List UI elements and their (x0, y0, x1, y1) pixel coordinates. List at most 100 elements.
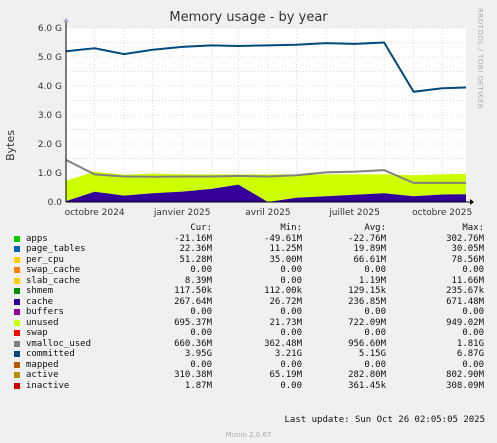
legend-min: 0.00 (280, 265, 302, 275)
legend-row-unused: unused 695.37M 21.73M 722.09M 949.02M (14, 318, 494, 329)
legend-cur: 51.28M (179, 254, 212, 265)
legend-min: 3.21G (274, 349, 302, 359)
legend-max: 6.87G (456, 349, 484, 359)
x-tick-label: janvier 2025 (153, 208, 211, 218)
x-tick-label: octobre 2025 (412, 208, 472, 218)
legend-name: page_tables (26, 244, 86, 254)
area-cache (66, 184, 466, 202)
legend-row-page-tables: page_tables 22.36M 11.25M 19.89M 30.05M (14, 244, 494, 255)
legend-row-shmem: shmem 117.50k 112.00k 129.15k 235.67k (14, 286, 494, 297)
legend-avg: 19.89M (353, 244, 386, 254)
legend-name: slab_cache (26, 275, 81, 286)
legend-row-vmalloc-used: vmalloc_used 660.36M 362.48M 956.60M 1.81G (14, 339, 494, 350)
legend-cur: 267.64M (174, 296, 212, 307)
legend-name: swap_cache (26, 265, 81, 275)
legend-name: committed (26, 349, 75, 359)
legend-cur: 310.38M (174, 370, 212, 380)
legend-name: unused (26, 317, 59, 328)
legend-row-buffers: buffers 0.00 0.00 0.00 0.00 (14, 307, 494, 318)
legend-avg: -22.76M (348, 233, 386, 244)
legend-row-per-cpu: per_cpu 51.28M 35.00M 66.61M 78.56M (14, 255, 494, 266)
legend-cur: 660.36M (174, 338, 212, 349)
legend-min: 21.73M (269, 317, 302, 328)
legend-max: 308.09M (446, 380, 484, 391)
legend-avg: 956.60M (348, 338, 386, 349)
y-tick-label: 3.0 G (38, 111, 62, 121)
legend-name: mapped (26, 359, 59, 370)
legend-avg: 5.15G (358, 349, 386, 359)
legend-header-min: Min: (280, 223, 302, 233)
legend-swatch (14, 267, 20, 273)
legend-max: 0.00 (462, 265, 484, 275)
legend-min: 26.72M (269, 296, 302, 307)
legend-swatch (14, 256, 20, 263)
legend-swatch (14, 361, 20, 368)
line-vmalloc-used (65, 159, 466, 184)
legend-max: 235.67k (446, 286, 484, 296)
legend-swatch (14, 235, 20, 242)
legend-min: 65.19M (269, 370, 302, 380)
y-tick-label: 0.0 (48, 198, 63, 208)
legend-max: 802.90M (446, 370, 484, 380)
y-tick-label: 5.0 G (38, 53, 62, 63)
legend-swatch (14, 340, 20, 347)
legend-row-apps: apps -21.16M -49.61M -22.76M 302.76M (14, 234, 494, 245)
x-tick-label: octobre 2024 (65, 208, 125, 218)
legend-row-inactive: inactive 1.87M 0.00 361.45k 308.09M (14, 381, 494, 392)
legend-min: 35.00M (269, 254, 302, 265)
legend-cur: 695.37M (174, 317, 212, 328)
legend-swatch (14, 351, 20, 357)
legend-cur: 0.00 (190, 307, 212, 317)
legend-header-avg: Avg: (364, 223, 386, 233)
legend-min: 0.00 (280, 275, 302, 286)
legend-name: cache (26, 296, 54, 307)
y-tick-label: 4.0 G (38, 82, 62, 92)
legend-rows: apps -21.16M -49.61M -22.76M 302.76M page_tab… (14, 234, 494, 392)
legend-name: inactive (26, 380, 70, 391)
legend-cur: 22.36M (179, 244, 212, 254)
legend-cur: 117.50k (174, 286, 212, 296)
legend-min: 11.25M (269, 244, 302, 254)
legend-cur: 3.95G (184, 349, 212, 359)
legend-swatch (14, 309, 20, 315)
legend-max: 949.02M (446, 317, 484, 328)
legend-swatch (14, 288, 20, 294)
legend-max: 0.00 (462, 359, 484, 370)
legend-name: active (26, 370, 59, 380)
legend-cur: -21.16M (174, 233, 212, 244)
legend-row-committed: committed 3.95G 3.21G 5.15G 6.87G (14, 349, 494, 360)
legend-min: 112.00k (264, 286, 302, 296)
legend-row-active: active 310.38M 65.19M 282.80M 802.90M (14, 370, 494, 381)
legend-min: 0.00 (280, 307, 302, 317)
legend-header-max: Max: (462, 223, 484, 233)
legend-avg: 0.00 (364, 328, 386, 338)
legend-avg: 0.00 (364, 265, 386, 275)
legend-cur: 8.39M (184, 275, 212, 286)
legend-row-cache: cache 267.64M 26.72M 236.85M 671.48M (14, 297, 494, 308)
legend-swatch (14, 319, 20, 326)
legend-name: buffers (26, 307, 64, 317)
legend-max: 302.76M (446, 233, 484, 244)
last-update: Last update: Sun Oct 26 02:05:05 2025 (284, 415, 485, 425)
legend-min: 0.00 (280, 380, 302, 391)
legend-avg: 361.45k (348, 380, 386, 391)
legend-name: vmalloc_used (26, 338, 92, 349)
legend-cur: 0.00 (190, 359, 212, 370)
legend-row-swap-cache: swap_cache 0.00 0.00 0.00 0.00 (14, 265, 494, 276)
legend-min: -49.61M (264, 233, 302, 244)
y-axis-arrow (63, 18, 69, 22)
legend-avg: 236.85M (348, 296, 386, 307)
legend-avg: 129.15k (348, 286, 386, 296)
legend-max: 1.81G (456, 338, 484, 349)
legend-swatch (14, 298, 20, 305)
legend-max: 30.05M (451, 244, 484, 254)
legend-row-slab-cache: slab_cache 8.39M 0.00 1.19M 11.66M (14, 276, 494, 287)
legend-max: 11.66M (451, 275, 484, 286)
y-tick-label: 1.0 G (38, 169, 62, 179)
line-committed (65, 41, 467, 93)
legend-row-swap: swap 0.00 0.00 0.00 0.00 (14, 328, 494, 339)
legend-min: 0.00 (280, 359, 302, 370)
legend-min: 0.00 (280, 328, 302, 338)
legend-header-cur: Cur: (190, 223, 212, 233)
legend-header: Cur: Min: Avg: Max: (14, 223, 494, 234)
